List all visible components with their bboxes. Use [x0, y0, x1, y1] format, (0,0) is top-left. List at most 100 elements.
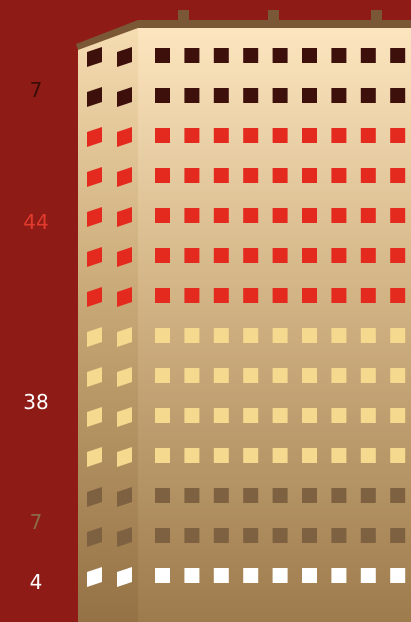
side-window: [117, 207, 132, 227]
window: [360, 48, 376, 63]
window: [243, 408, 259, 423]
window: [272, 408, 288, 423]
window: [243, 488, 259, 503]
side-window: [117, 47, 132, 67]
window: [331, 568, 347, 583]
window: [272, 568, 288, 583]
side-window: [117, 367, 132, 387]
window: [360, 568, 376, 583]
side-window: [87, 447, 102, 467]
window: [360, 88, 376, 103]
chimney: [371, 10, 382, 24]
window: [155, 248, 170, 263]
side-window: [87, 567, 102, 587]
window: [213, 328, 229, 343]
window: [331, 448, 347, 463]
window: [213, 288, 229, 303]
window: [155, 48, 170, 63]
window: [184, 448, 200, 463]
chimney: [178, 10, 189, 24]
window: [360, 288, 376, 303]
window: [184, 128, 200, 143]
window: [302, 448, 317, 463]
side-window: [87, 207, 102, 227]
window: [184, 368, 200, 383]
window: [243, 88, 259, 103]
side-window: [87, 527, 102, 547]
side-window: [87, 47, 102, 67]
side-window: [117, 487, 132, 507]
window: [213, 128, 229, 143]
chimney: [268, 10, 279, 24]
side-window: [117, 247, 132, 267]
window: [331, 168, 347, 183]
window: [331, 528, 347, 543]
segment-value-label: 4: [30, 570, 43, 594]
window: [390, 408, 406, 423]
window: [243, 48, 259, 63]
side-window: [117, 167, 132, 187]
window: [155, 368, 170, 383]
labels-layer: 4 7 38 44 7: [23, 78, 48, 594]
window: [213, 48, 229, 63]
window: [331, 328, 347, 343]
window: [155, 88, 170, 103]
window: [243, 528, 259, 543]
window: [184, 328, 200, 343]
window: [390, 488, 406, 503]
segment-value-label: 38: [23, 390, 48, 414]
window: [302, 368, 317, 383]
window: [390, 128, 406, 143]
window: [390, 328, 406, 343]
window: [155, 128, 170, 143]
side-window: [87, 87, 102, 107]
window: [213, 368, 229, 383]
window: [390, 48, 406, 63]
window: [272, 168, 288, 183]
side-window: [87, 167, 102, 187]
side-window: [87, 247, 102, 267]
window: [243, 448, 259, 463]
window: [272, 208, 288, 223]
window: [302, 48, 317, 63]
window: [390, 168, 406, 183]
window: [272, 448, 288, 463]
side-window: [87, 367, 102, 387]
window: [243, 248, 259, 263]
window: [243, 168, 259, 183]
segment-value-label: 7: [30, 78, 43, 102]
window: [184, 208, 200, 223]
window: [155, 488, 170, 503]
window: [155, 448, 170, 463]
window: [184, 88, 200, 103]
window: [302, 248, 317, 263]
side-window: [117, 87, 132, 107]
window: [213, 568, 229, 583]
window: [272, 248, 288, 263]
window: [155, 288, 170, 303]
window: [184, 568, 200, 583]
window: [360, 528, 376, 543]
window: [331, 48, 347, 63]
window: [302, 328, 317, 343]
window: [155, 328, 170, 343]
side-window: [87, 407, 102, 427]
window: [360, 408, 376, 423]
window: [360, 328, 376, 343]
window: [213, 168, 229, 183]
window: [243, 128, 259, 143]
window: [302, 288, 317, 303]
window: [331, 368, 347, 383]
window: [360, 448, 376, 463]
window: [155, 568, 170, 583]
window: [184, 168, 200, 183]
window: [184, 48, 200, 63]
side-window: [117, 567, 132, 587]
window: [390, 88, 406, 103]
side-window: [87, 327, 102, 347]
window: [331, 128, 347, 143]
window: [213, 248, 229, 263]
window: [331, 488, 347, 503]
windows-layer: [87, 47, 406, 587]
